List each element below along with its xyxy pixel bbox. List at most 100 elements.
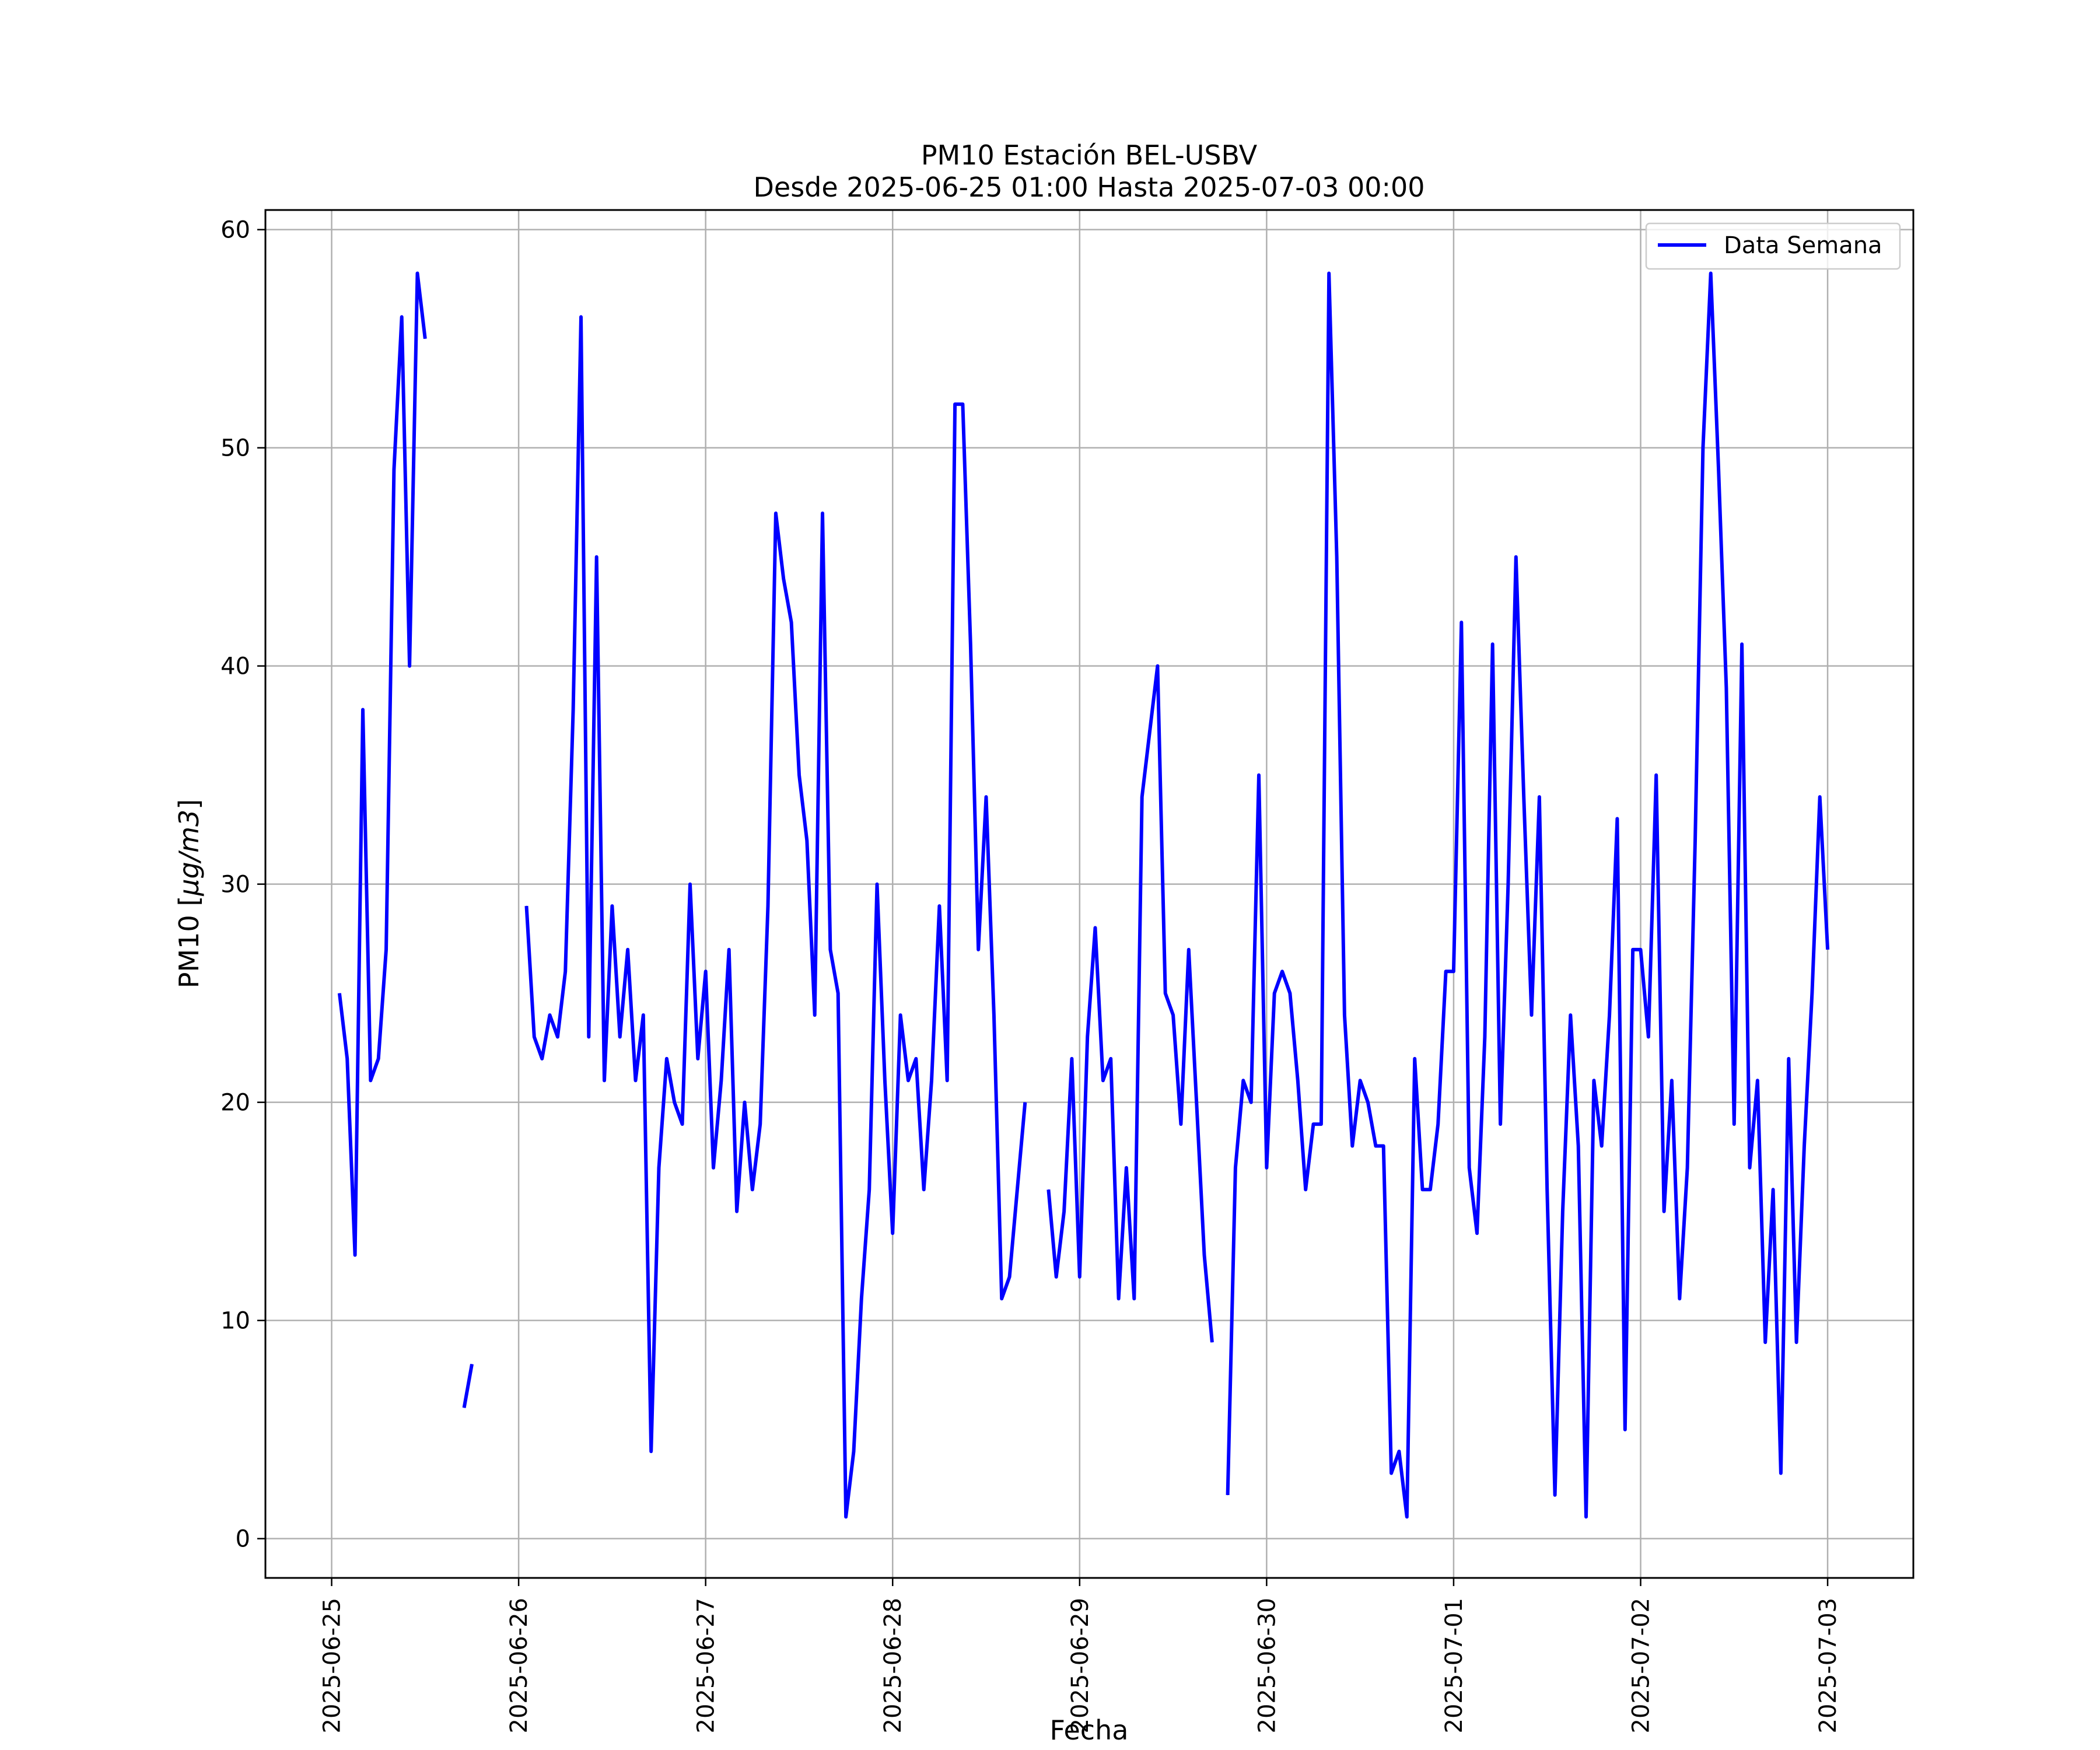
y-tick-label: 0 bbox=[236, 1526, 250, 1553]
data-point bbox=[1796, 1342, 1797, 1343]
data-point bbox=[386, 949, 387, 950]
data-point bbox=[1500, 1124, 1501, 1125]
data-point bbox=[1616, 818, 1618, 819]
x-tick-label: 2025-07-01 bbox=[1441, 1598, 1468, 1733]
data-point bbox=[526, 905, 527, 907]
data-point bbox=[1671, 1080, 1672, 1081]
data-point bbox=[604, 1080, 605, 1081]
data-point bbox=[1048, 1189, 1049, 1190]
data-point bbox=[978, 949, 979, 950]
data-point bbox=[417, 273, 418, 274]
data-point bbox=[1227, 1494, 1228, 1496]
chart-title: PM10 Estación BEL-USBV bbox=[921, 139, 1258, 171]
y-tick-label: 10 bbox=[220, 1308, 250, 1335]
data-point bbox=[565, 971, 566, 972]
data-point bbox=[1765, 1342, 1766, 1343]
data-point bbox=[1422, 1189, 1423, 1190]
data-point bbox=[1188, 949, 1189, 950]
data-point bbox=[1336, 556, 1338, 558]
x-tick-label: 2025-07-03 bbox=[1815, 1598, 1842, 1733]
data-point bbox=[1570, 1014, 1571, 1016]
plot-frame bbox=[264, 209, 1915, 1579]
legend-entry-label: Data Semana bbox=[1724, 232, 1882, 259]
data-point bbox=[1282, 971, 1283, 972]
data-point bbox=[1687, 1167, 1688, 1168]
data-point bbox=[908, 1080, 909, 1081]
data-point bbox=[720, 1080, 722, 1081]
data-point bbox=[1235, 1167, 1236, 1168]
data-point bbox=[884, 1080, 886, 1081]
data-point bbox=[900, 1014, 901, 1016]
data-point bbox=[1172, 1014, 1174, 1016]
y-tick-label: 60 bbox=[220, 217, 250, 244]
data-point bbox=[923, 1189, 925, 1190]
x-tick-label: 2025-06-25 bbox=[319, 1598, 346, 1733]
data-point bbox=[1562, 1211, 1563, 1212]
x-tick-label: 2025-06-27 bbox=[693, 1598, 720, 1733]
data-point bbox=[1063, 1211, 1065, 1212]
data-point bbox=[1609, 1014, 1610, 1016]
data-point bbox=[1079, 1276, 1080, 1278]
data-point bbox=[814, 1014, 816, 1016]
data-point bbox=[370, 1080, 371, 1081]
x-tick-label: 2025-06-29 bbox=[1067, 1598, 1094, 1733]
data-point bbox=[635, 1080, 636, 1081]
data-point bbox=[1695, 840, 1696, 841]
data-point bbox=[1757, 1080, 1758, 1081]
grid-lines bbox=[265, 210, 1913, 1578]
data-point bbox=[1297, 1080, 1298, 1081]
data-point bbox=[1749, 1167, 1750, 1168]
legend-box bbox=[1645, 222, 1901, 270]
y-tick-label: 20 bbox=[220, 1090, 250, 1116]
data-point bbox=[892, 1233, 893, 1234]
data-point bbox=[1133, 1298, 1135, 1299]
x-tick-label: 2025-06-28 bbox=[880, 1598, 907, 1733]
data-point bbox=[1391, 1473, 1392, 1474]
data-point bbox=[1492, 643, 1493, 645]
series-points bbox=[339, 273, 1828, 1517]
x-axis-label: Fecha bbox=[1050, 1714, 1129, 1746]
data-point bbox=[1546, 1189, 1548, 1190]
data-point bbox=[1313, 1124, 1314, 1125]
y-axis-label: PM10 [μg/m3] bbox=[173, 799, 205, 989]
data-point bbox=[650, 1451, 652, 1452]
data-point bbox=[939, 905, 940, 907]
data-point bbox=[713, 1167, 714, 1168]
data-point bbox=[1679, 1298, 1680, 1299]
x-tick-label: 2025-07-02 bbox=[1628, 1598, 1655, 1733]
data-point bbox=[1780, 1473, 1782, 1474]
y-axis-label-suffix: ] bbox=[173, 799, 205, 810]
axis-ticks: 2025-06-25 2025-06-26 2025-06-27 2025-06-28… bbox=[220, 217, 1842, 1734]
series-layer bbox=[337, 271, 1830, 1519]
data-point bbox=[830, 949, 831, 950]
data-point bbox=[993, 1014, 995, 1016]
data-point bbox=[1118, 1298, 1119, 1299]
data-point bbox=[1242, 1080, 1244, 1081]
y-tick-label: 40 bbox=[220, 653, 250, 680]
data-point bbox=[705, 971, 706, 972]
x-tick-label: 2025-06-30 bbox=[1254, 1598, 1280, 1733]
data-point bbox=[596, 556, 597, 558]
data-point bbox=[853, 1451, 854, 1452]
data-point bbox=[1710, 273, 1712, 274]
data-point bbox=[346, 1058, 348, 1059]
data-point bbox=[666, 1058, 667, 1059]
y-axis-label-unit: μg/m3 bbox=[173, 810, 205, 897]
y-tick-label: 30 bbox=[220, 872, 250, 898]
data-point bbox=[1344, 1014, 1345, 1016]
data-point bbox=[760, 1124, 761, 1125]
data-point bbox=[1788, 1058, 1789, 1059]
chart-subtitle: Desde 2025-06-25 01:00 Hasta 2025-07-03 … bbox=[753, 172, 1424, 203]
data-point bbox=[1531, 1014, 1532, 1016]
x-tick-label: 2025-06-26 bbox=[506, 1598, 533, 1733]
y-axis-label-prefix: PM10 [ bbox=[173, 896, 205, 989]
plot-background bbox=[265, 210, 1913, 1578]
data-point bbox=[1453, 971, 1454, 972]
y-tick-label: 50 bbox=[220, 435, 250, 462]
data-point bbox=[378, 1058, 379, 1059]
data-point bbox=[1476, 1233, 1478, 1234]
data-point bbox=[1640, 949, 1641, 950]
data-point bbox=[861, 1298, 862, 1299]
legend: Data Semana bbox=[1645, 222, 1901, 270]
